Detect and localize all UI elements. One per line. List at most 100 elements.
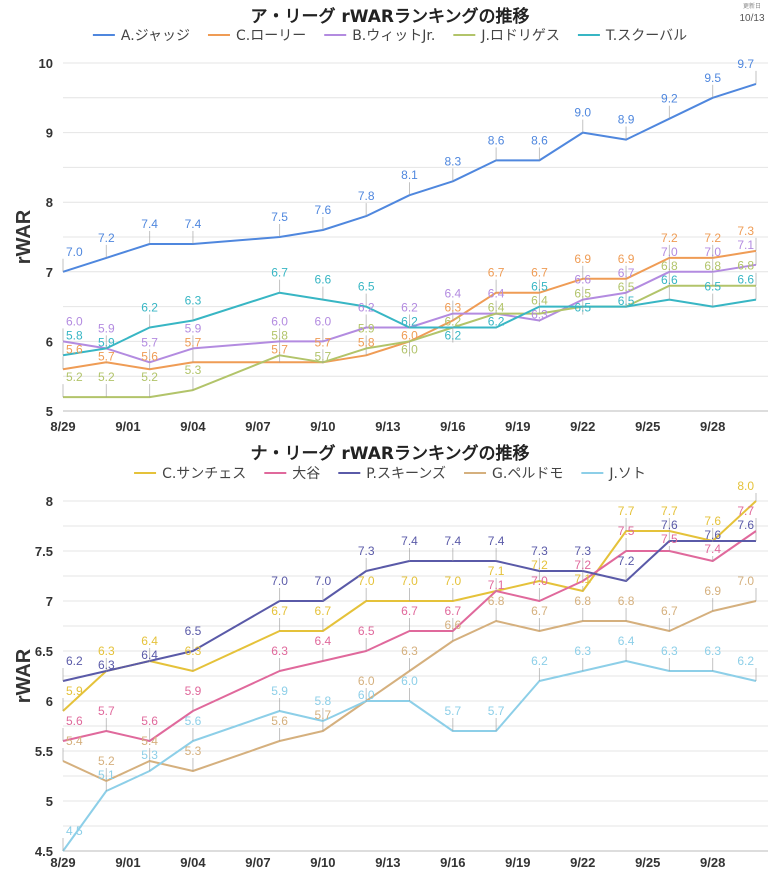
data-label: 6.5 <box>618 280 635 294</box>
data-label: 6.7 <box>271 266 288 280</box>
data-label: 6.4 <box>488 287 505 301</box>
data-label: 5.7 <box>271 342 288 356</box>
y-tick-label: 7 <box>46 265 53 280</box>
data-label: 6.3 <box>401 644 418 658</box>
data-label: 7.6 <box>315 203 332 217</box>
data-label: 6.5 <box>574 287 591 301</box>
series-line <box>62 660 757 852</box>
data-label: 6.6 <box>315 273 332 287</box>
legend-item: C.サンチェス <box>134 466 246 482</box>
x-tick-label: 9/07 <box>245 419 270 434</box>
data-label: 5.7 <box>488 704 505 718</box>
data-label: 7.4 <box>704 542 721 556</box>
data-label: 7.1 <box>737 238 754 252</box>
x-tick-label: 9/04 <box>180 419 206 434</box>
data-label: 5.6 <box>271 714 288 728</box>
data-label: 5.7 <box>185 335 202 349</box>
data-label: 7.5 <box>271 210 288 224</box>
series-line <box>63 284 756 399</box>
data-label: 6.4 <box>618 634 635 648</box>
data-label: 7.6 <box>704 514 721 528</box>
data-label: 7.2 <box>531 558 548 572</box>
data-label: 6.5 <box>358 624 375 638</box>
data-label: 5.7 <box>315 335 332 349</box>
data-label: 6.8 <box>488 594 505 608</box>
data-label: 6.5 <box>358 280 375 294</box>
data-label: 6.2 <box>488 315 505 329</box>
y-axis-label: rWAR <box>13 648 35 703</box>
data-label: 6.8 <box>737 259 754 273</box>
data-label: 5.8 <box>358 335 375 349</box>
data-label: 7.0 <box>661 245 678 259</box>
data-label: 6.3 <box>185 644 202 658</box>
data-label: 6.6 <box>661 273 678 287</box>
data-label: 6.0 <box>401 342 418 356</box>
data-label: 6.5 <box>618 294 635 308</box>
y-axis-label: rWAR <box>13 209 35 264</box>
data-label: 6.4 <box>488 301 505 315</box>
legend-item: J.ロドリゲス <box>453 28 560 44</box>
data-label: 6.7 <box>401 604 418 618</box>
data-label: 5.4 <box>141 734 158 748</box>
y-tick-label: 4.5 <box>35 844 53 859</box>
series-line <box>62 600 757 782</box>
x-tick-label: 9/10 <box>310 419 335 434</box>
data-label: 5.3 <box>185 744 202 758</box>
data-label: 7.6 <box>704 528 721 542</box>
data-label: 6.0 <box>358 674 375 688</box>
x-tick-label: 9/25 <box>635 855 660 870</box>
y-tick-label: 7 <box>46 594 53 609</box>
data-label: 5.6 <box>141 349 158 363</box>
data-label: 5.8 <box>315 694 332 708</box>
y-tick-label: 6.5 <box>35 644 53 659</box>
legend-label: C.サンチェス <box>162 466 246 482</box>
data-label: 5.3 <box>185 363 202 377</box>
data-label: 9.2 <box>661 92 678 106</box>
data-label: 6.8 <box>574 594 591 608</box>
y-tick-label: 7.5 <box>35 544 53 559</box>
updated-date: 10/13 <box>739 13 764 24</box>
data-label: 7.1 <box>488 578 505 592</box>
data-label: 5.9 <box>185 684 202 698</box>
legend-label: P.スキーンズ <box>366 466 446 482</box>
data-label: 6.4 <box>444 287 461 301</box>
data-label: 6.3 <box>574 644 591 658</box>
data-label: 7.3 <box>358 544 375 558</box>
data-label: 6.7 <box>315 604 332 618</box>
data-label: 7.0 <box>704 245 721 259</box>
data-label: 6.7 <box>531 266 548 280</box>
x-tick-label: 9/04 <box>180 855 206 870</box>
data-label: 5.4 <box>66 734 83 748</box>
data-label: 7.0 <box>531 574 548 588</box>
legend-item: T.スクーバル <box>577 28 687 44</box>
x-tick-label: 9/19 <box>505 419 530 434</box>
data-label: 5.9 <box>358 321 375 335</box>
y-tick-label: 5 <box>46 404 53 419</box>
y-tick-label: 5.5 <box>35 744 53 759</box>
y-tick-label: 6 <box>46 694 53 709</box>
x-tick-label: 8/29 <box>50 855 75 870</box>
data-label: 5.8 <box>66 328 83 342</box>
series-line <box>62 249 757 371</box>
x-tick-label: 9/22 <box>570 855 595 870</box>
legend-label: B.ウィットJr. <box>352 28 435 44</box>
data-label: 7.6 <box>661 518 678 532</box>
data-label: 9.7 <box>737 57 754 71</box>
series-line <box>62 540 756 682</box>
data-label: 6.4 <box>141 648 158 662</box>
data-label: 7.4 <box>185 217 202 231</box>
data-label: 6.0 <box>271 314 288 328</box>
x-tick-label: 9/22 <box>570 419 595 434</box>
data-label: 6.3 <box>271 644 288 658</box>
data-label: 7.0 <box>66 245 83 259</box>
data-label: 5.2 <box>141 370 158 384</box>
data-label: 6.5 <box>185 624 202 638</box>
data-label: 5.8 <box>271 328 288 342</box>
data-label: 6.5 <box>574 301 591 315</box>
data-label: 6.3 <box>704 644 721 658</box>
data-label: 8.1 <box>401 168 418 182</box>
data-label: 6.2 <box>66 654 83 668</box>
data-label: 6.7 <box>271 604 288 618</box>
data-label: 6.9 <box>618 252 635 266</box>
